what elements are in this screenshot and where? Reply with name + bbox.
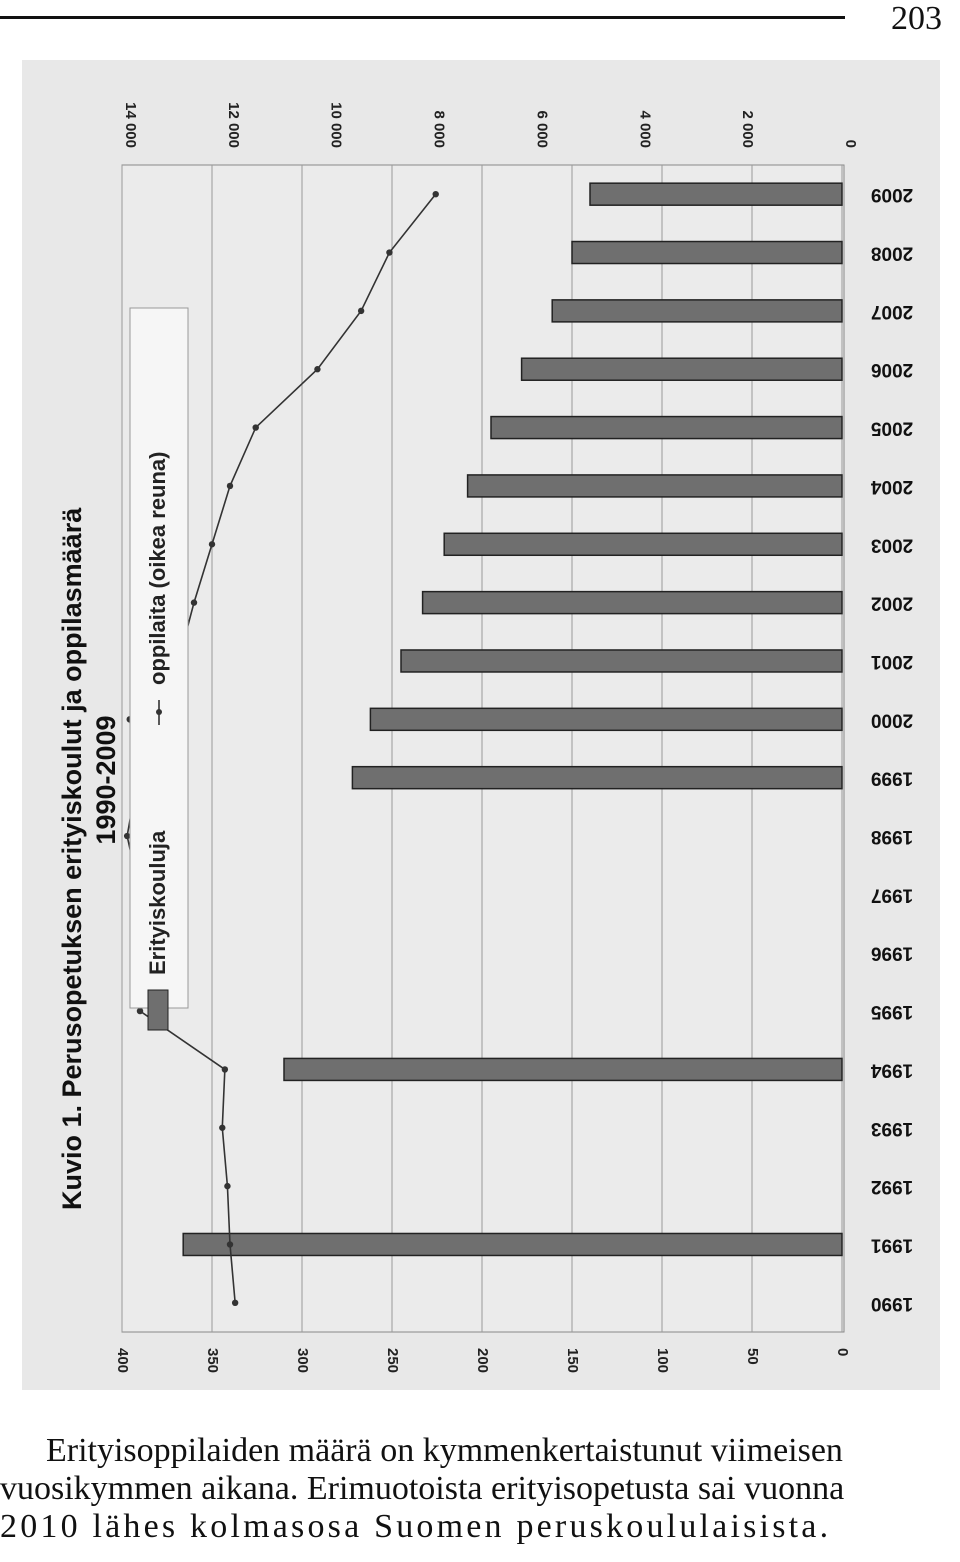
- point-oppilaita: [226, 482, 234, 490]
- legend-box: [129, 307, 189, 1009]
- chart-subtitle: 1990-2009: [91, 715, 121, 844]
- category-label: 1992: [871, 1176, 913, 1197]
- left-axis-tick-label: 250: [384, 1348, 401, 1373]
- point-oppilaita: [386, 249, 393, 256]
- chart-figure: 0 50 100 150 200 250 300 350 400 0 2 000 4 000 6 000…: [22, 60, 940, 1390]
- left-axis-tick-label: 350: [204, 1348, 221, 1373]
- right-axis-tick-label: 10 000: [328, 102, 345, 148]
- left-axis-tick-label: 400: [114, 1348, 131, 1373]
- left-axis-tick-label: 100: [654, 1348, 671, 1373]
- bar-erityiskouluja: [351, 765, 843, 790]
- category-label: 1990: [871, 1293, 913, 1314]
- caption-line-2: vuosikymmen aikana. Erimuotoista erityis…: [0, 1470, 845, 1507]
- legend-line-label: oppilaita (oikea reuna): [145, 452, 170, 686]
- point-oppilaita: [219, 1124, 226, 1131]
- category-label: 1997: [871, 884, 913, 905]
- figure-caption: Erityisoppilaiden määrä on kymmenkertais…: [0, 1432, 960, 1546]
- right-axis-tick-label: 2 000: [739, 110, 756, 148]
- right-axis-tick-label: 8 000: [431, 110, 448, 148]
- category-label: 2008: [871, 243, 913, 264]
- bar-erityiskouluja: [589, 182, 843, 206]
- left-axis-tick-label: 150: [564, 1348, 581, 1373]
- point-oppilaita: [314, 366, 321, 373]
- right-axis-tick-label: 4 000: [636, 110, 653, 148]
- right-axis-tick-label: 12 000: [225, 102, 242, 148]
- bar-erityiskouluja: [283, 1057, 843, 1082]
- left-axis-tick-label: 200: [474, 1348, 491, 1373]
- category-label: 1999: [871, 768, 913, 789]
- category-label: 2003: [871, 534, 913, 555]
- category-label: 2000: [871, 709, 913, 730]
- caption-line-1: Erityisoppilaiden määrä on kymmenkertais…: [46, 1432, 843, 1469]
- plot-area: [121, 164, 845, 1333]
- point-oppilaita: [136, 1007, 144, 1015]
- chart-svg: 0 50 100 150 200 250 300 350 400 0 2 000 4 000 6 000…: [57, 102, 913, 1373]
- bar-erityiskouluja: [182, 1232, 843, 1257]
- category-label: 1995: [870, 1001, 913, 1022]
- category-label: 2002: [871, 593, 913, 614]
- chart-title: Kuvio 1. Perusopetuksen erityiskoulut ja…: [57, 507, 87, 1210]
- bar-erityiskouluja: [490, 415, 843, 440]
- category-label: 1994: [870, 1059, 913, 1080]
- category-label: 1998: [871, 826, 913, 847]
- bar-erityiskouluja: [369, 707, 843, 732]
- legend-bar-swatch: [147, 989, 169, 1031]
- bar-erityiskouluja: [551, 299, 843, 323]
- point-oppilaita: [208, 541, 216, 548]
- right-axis-tick-label: 0: [842, 140, 859, 148]
- category-label: 1993: [871, 1118, 913, 1139]
- right-axis-tick-label: 6 000: [533, 110, 550, 148]
- point-oppilaita: [123, 832, 131, 840]
- legend-bar-label: Erityiskouluja: [145, 830, 170, 975]
- legend-line-marker: [156, 709, 162, 715]
- category-label: 2001: [870, 651, 913, 672]
- caption-line-3: 2010 lähes kolmasosa Suomen peruskoulula…: [0, 1508, 832, 1545]
- left-axis-tick-label: 300: [294, 1348, 311, 1373]
- point-oppilaita: [226, 1241, 234, 1248]
- category-label: 1996: [871, 943, 913, 964]
- point-oppilaita: [357, 307, 365, 315]
- category-label: 2009: [871, 184, 913, 205]
- header-rule: [0, 16, 845, 19]
- right-axis-tick-label: 14 000: [122, 102, 139, 148]
- point-oppilaita: [221, 1066, 229, 1073]
- point-oppilaita: [190, 599, 198, 606]
- category-label: 2005: [870, 418, 913, 439]
- left-axis-tick-label: 0: [834, 1348, 851, 1356]
- bar-erityiskouluja: [443, 532, 843, 557]
- point-oppilaita: [432, 190, 439, 198]
- bar-erityiskouluja: [421, 590, 843, 615]
- category-label: 1991: [870, 1234, 913, 1255]
- point-oppilaita: [252, 424, 259, 431]
- bar-erityiskouluja: [571, 240, 843, 265]
- category-label: 2006: [871, 359, 913, 380]
- category-label: 2004: [870, 476, 913, 497]
- point-oppilaita: [224, 1182, 231, 1190]
- bar-erityiskouluja: [520, 357, 843, 381]
- category-label: 2007: [871, 301, 913, 322]
- bar-erityiskouluja: [400, 649, 843, 673]
- point-oppilaita: [231, 1299, 239, 1307]
- page-number: 203: [891, 0, 942, 37]
- left-axis-tick-label: 50: [744, 1348, 761, 1365]
- bar-erityiskouluja: [466, 474, 843, 498]
